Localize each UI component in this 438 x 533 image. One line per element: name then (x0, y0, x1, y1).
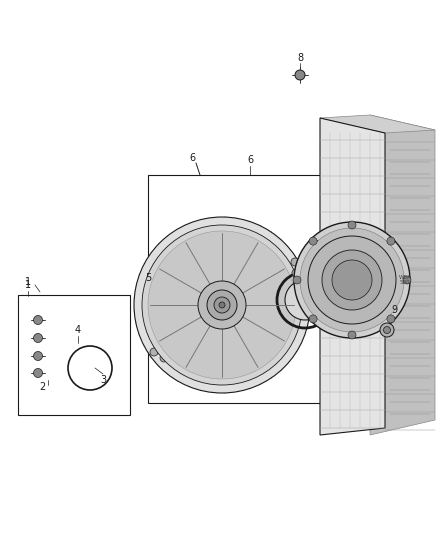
Circle shape (33, 368, 42, 377)
Circle shape (348, 221, 356, 229)
Circle shape (169, 357, 176, 364)
Circle shape (148, 231, 296, 379)
Circle shape (308, 236, 396, 324)
Circle shape (295, 70, 305, 80)
Circle shape (166, 324, 174, 332)
Circle shape (384, 327, 391, 334)
Circle shape (304, 264, 312, 272)
Circle shape (332, 260, 372, 300)
Text: 7: 7 (312, 240, 318, 250)
Circle shape (348, 331, 356, 339)
Circle shape (134, 217, 310, 393)
Circle shape (335, 295, 341, 301)
Circle shape (387, 237, 395, 245)
Polygon shape (320, 118, 385, 435)
Circle shape (146, 312, 154, 320)
Circle shape (219, 302, 225, 308)
Circle shape (187, 351, 194, 358)
Circle shape (154, 300, 162, 308)
Circle shape (380, 323, 394, 337)
Circle shape (33, 316, 42, 325)
Circle shape (309, 237, 317, 245)
Circle shape (294, 222, 410, 338)
Text: 6: 6 (247, 155, 253, 165)
Circle shape (214, 297, 230, 313)
Circle shape (179, 362, 186, 369)
Polygon shape (320, 115, 435, 133)
Circle shape (324, 284, 352, 312)
Circle shape (166, 338, 173, 345)
Circle shape (162, 303, 170, 310)
Text: 4: 4 (75, 325, 81, 335)
Circle shape (303, 253, 311, 261)
Circle shape (164, 306, 172, 314)
Circle shape (150, 348, 158, 356)
Text: 3: 3 (100, 375, 106, 385)
Circle shape (293, 276, 301, 284)
Text: 8: 8 (297, 53, 303, 63)
Text: W8A
580: W8A 580 (399, 274, 411, 285)
Circle shape (184, 333, 191, 340)
Circle shape (173, 309, 180, 316)
Circle shape (291, 258, 299, 266)
Circle shape (168, 342, 176, 350)
Circle shape (403, 276, 411, 284)
Text: 6: 6 (189, 153, 195, 163)
Circle shape (33, 351, 42, 360)
Circle shape (33, 334, 42, 343)
Circle shape (207, 290, 237, 320)
Circle shape (387, 315, 395, 323)
Circle shape (177, 344, 184, 351)
Text: 1: 1 (25, 280, 31, 290)
Text: 2: 2 (39, 382, 45, 392)
Circle shape (144, 294, 152, 302)
Circle shape (315, 259, 323, 267)
Circle shape (174, 327, 181, 334)
Text: 5: 5 (145, 273, 151, 283)
Circle shape (183, 314, 190, 321)
Circle shape (142, 225, 302, 385)
Circle shape (292, 269, 300, 277)
Circle shape (160, 354, 168, 362)
Circle shape (285, 280, 325, 320)
Text: 1: 1 (25, 277, 31, 287)
Bar (18, 295, 130, 415)
Polygon shape (370, 115, 435, 435)
Circle shape (198, 281, 246, 329)
Text: 9: 9 (391, 305, 397, 315)
Circle shape (148, 330, 156, 338)
Circle shape (322, 250, 382, 310)
Circle shape (156, 318, 164, 326)
Circle shape (158, 336, 166, 344)
Bar (148, 175, 358, 403)
Circle shape (331, 291, 345, 305)
Circle shape (300, 228, 404, 332)
Circle shape (165, 320, 172, 327)
Circle shape (309, 315, 317, 323)
